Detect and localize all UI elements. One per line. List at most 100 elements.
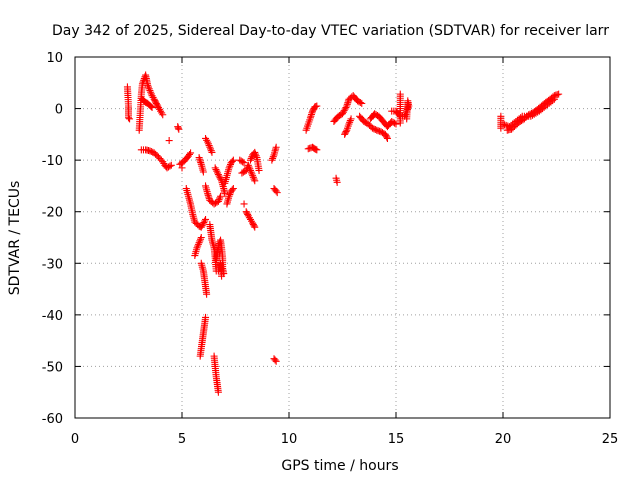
data-point [194,240,202,248]
data-point [273,189,281,197]
data-point [240,159,248,167]
data-segment [356,112,391,142]
data-point [249,173,257,181]
data-point [199,220,207,228]
data-point [346,117,354,125]
y-tick-label: -30 [42,257,63,272]
data-point [204,138,212,146]
data-point [206,143,214,151]
data-point [517,114,525,122]
data-point [497,124,505,132]
data-point [272,143,280,151]
y-tick-label: -50 [42,360,63,375]
data-point [247,154,255,162]
data-point [340,107,348,115]
data-point [339,108,347,116]
data-point [204,140,212,148]
data-point [550,95,558,103]
data-point [187,149,195,157]
data-point [148,104,156,112]
data-point [396,119,404,127]
data-point [147,90,155,98]
data-point [154,102,162,110]
data-point [244,210,252,218]
data-point [501,121,509,129]
y-tick-label: 10 [46,51,63,66]
data-point [214,388,222,396]
data-point [245,163,253,171]
data-point [333,178,341,186]
data-point [203,290,211,298]
data-point [555,90,563,98]
x-tick-label: 10 [281,432,298,447]
data-point [198,222,206,230]
data-segment [246,148,263,174]
data-point [147,103,155,111]
data-point [217,192,225,200]
data-point [144,83,152,91]
data-point [268,156,276,164]
data-point [358,99,366,107]
data-point [226,191,234,199]
data-segment [214,259,226,280]
data-segment [176,149,195,168]
data-point [202,215,210,223]
data-segment [240,200,248,208]
data-point [272,357,280,365]
data-point [249,172,257,180]
data-point [211,164,219,172]
data-point [205,142,213,150]
data-point [252,152,260,160]
data-segment [135,71,167,134]
data-segment [202,134,216,156]
data-point [356,99,364,107]
data-point [208,148,216,156]
data-point [185,150,193,158]
data-point [251,177,259,185]
data-points [123,71,563,396]
data-point [218,272,226,280]
data-point [194,242,202,250]
data-point [239,158,247,166]
y-tick-label: -20 [42,206,63,221]
data-point [199,168,207,176]
data-point [212,166,220,174]
data-point [345,120,353,128]
data-point [271,356,279,364]
data-point [246,166,254,174]
y-axis-label: SDTVAR / TECUs [7,181,23,296]
data-point [221,190,229,198]
data-point [214,171,222,179]
data-point [229,156,237,164]
data-segment [165,137,173,145]
data-segment [195,154,207,176]
x-axis-label: GPS time / hours [281,458,398,474]
data-point [214,169,222,177]
data-point [215,196,223,204]
data-point [346,118,354,126]
data-point [196,237,204,245]
data-point [228,186,236,194]
data-segment [332,174,341,186]
data-point [251,148,259,156]
data-point [146,87,154,95]
data-point [175,125,183,133]
data-segment [212,236,228,278]
y-tick-label: 0 [55,103,63,118]
data-segment [238,161,259,185]
data-point [193,244,201,252]
data-segment [196,313,210,360]
data-point [313,102,321,110]
data-point [247,168,255,176]
data-segment [366,110,400,131]
data-point [272,187,280,195]
data-segment [236,156,248,167]
data-point [255,166,263,174]
data-point [126,115,134,123]
data-point [392,120,400,128]
data-point [403,115,411,123]
data-point [383,133,391,141]
data-point [167,161,175,169]
data-point [195,239,203,247]
data-point [227,160,235,168]
